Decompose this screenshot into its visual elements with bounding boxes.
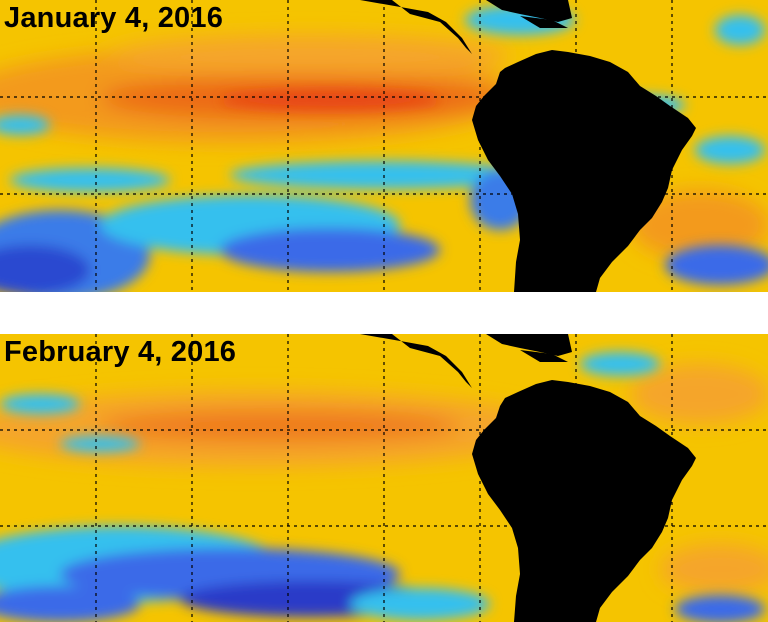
warm-equatorial-band	[0, 364, 768, 594]
panel-separator	[0, 292, 768, 334]
sst-panel-january: January 4, 2016	[0, 0, 768, 292]
land-america	[360, 334, 696, 622]
sst-map-january	[0, 0, 768, 292]
lat-lon-grid	[0, 334, 768, 622]
sst-map-february	[0, 334, 768, 622]
hot-core	[220, 90, 440, 110]
date-label-january: January 4, 2016	[4, 2, 224, 34]
sst-panel-february: February 4, 2016	[0, 334, 768, 622]
land-america	[360, 0, 696, 292]
lat-lon-grid	[0, 0, 768, 292]
cool-water-patches	[0, 352, 765, 622]
date-label-february: February 4, 2016	[4, 336, 237, 368]
